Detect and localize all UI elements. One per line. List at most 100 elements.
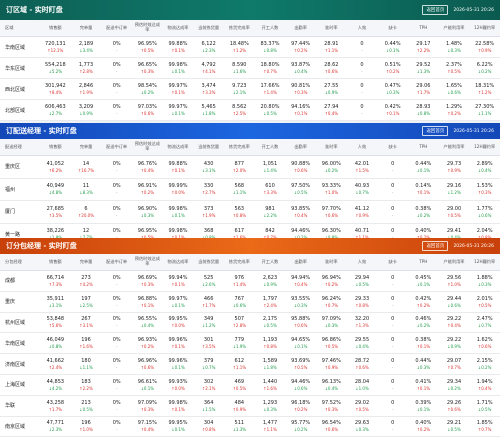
cell: 0-	[346, 58, 378, 79]
value: 29.22	[446, 337, 462, 344]
delta: ↑0.4%	[293, 212, 308, 218]
delta: ↑0.5%	[477, 302, 492, 308]
delta: ↑0.6%	[324, 427, 339, 433]
cell: 0.38% ↓0.2%	[407, 201, 439, 224]
delta: ↑2.2%	[416, 48, 431, 53]
value: 6.22%	[476, 62, 493, 68]
delta: ↑0.1%	[171, 406, 185, 412]
delta: ↓0.1%	[293, 344, 308, 350]
cell: 0%-	[101, 201, 132, 224]
cell: 27.55 ↓0.9%	[315, 79, 347, 100]
cell: 99.95% ↓0.1%	[162, 417, 194, 437]
delta: ↓0.1%	[140, 385, 155, 391]
delta: ↑0.7%	[263, 69, 277, 74]
delta: ↑3.5%	[48, 212, 63, 218]
value: 6,122	[201, 41, 216, 47]
delta: ↑12.1%	[47, 48, 64, 53]
cell: 93.69% ↑0.5%	[285, 354, 316, 375]
delta: ↓0.7%	[201, 365, 216, 371]
value: 0%	[112, 205, 121, 212]
cell: 29.21 ↓0.5%	[438, 417, 470, 437]
delta: ↓0.4%	[447, 235, 461, 240]
cell: 99.98% ↓0.1%	[162, 201, 194, 224]
panel-header: 订区域 - 实时盯盘 返回首页 2026-05-31 20:26	[0, 0, 500, 20]
delta: ↑20.0%	[77, 212, 95, 218]
delta: ↑3.3%	[201, 90, 216, 95]
value: 0	[391, 337, 395, 344]
value: 96.69%	[137, 274, 157, 281]
value: 83.37%	[260, 41, 280, 47]
cell: 267 ↑3.1%	[70, 313, 102, 334]
value: 28.72	[354, 358, 370, 365]
value: 99.98%	[168, 228, 188, 235]
delta: ↓1.1%	[232, 190, 247, 196]
value: 0.47%	[384, 83, 401, 89]
value: 96.90%	[137, 205, 157, 212]
delta: ↑0.8%	[263, 344, 277, 350]
delta: ↑0.1%	[385, 111, 400, 116]
cell: 0%-	[101, 271, 132, 292]
delta: ↓0.8%	[48, 344, 63, 350]
delta: ↓0.1%	[171, 427, 185, 433]
delta: -	[115, 111, 118, 116]
value: 29.44	[446, 295, 462, 302]
home-button[interactable]: 返回首页	[422, 241, 449, 251]
delta: ↓0.1%	[171, 365, 185, 371]
delta: ↑5.6%	[48, 323, 63, 329]
cell: 29.22 ↑0.4%	[438, 313, 470, 334]
cell: 95.77% ↓0.2%	[285, 417, 316, 437]
cell: 96.61% ↓0.1%	[131, 375, 163, 396]
value: 96.65%	[137, 62, 157, 68]
value: 96.61%	[137, 378, 157, 385]
delta: ↑0.6%	[140, 111, 155, 116]
value: 568	[234, 183, 245, 190]
value: 1.53%	[476, 183, 493, 190]
value: 94.16%	[291, 104, 311, 110]
delta: ↓0.2%	[293, 427, 308, 433]
delta: ↑0.1%	[416, 385, 431, 391]
value: 2,175	[262, 316, 278, 323]
value: 96.13%	[321, 378, 341, 385]
delta: ↓1.6%	[232, 69, 247, 74]
value: 612	[234, 358, 245, 365]
cell: 96.91% ↑0.2%	[131, 179, 163, 201]
cell: 3,209 ↓0.9%	[70, 100, 102, 121]
row-name: 重庆区	[0, 156, 40, 179]
delta: ↑0.2%	[416, 302, 431, 308]
cell: 28.93 ↓0.8%	[407, 100, 439, 121]
value: 1.85%	[476, 420, 493, 427]
delta: ↑2.7%	[201, 190, 216, 196]
delta: -	[391, 385, 394, 391]
home-button[interactable]: 返回首页	[422, 126, 449, 136]
cell: 0%-	[101, 354, 132, 375]
cell: 96.90% ↓0.3%	[131, 201, 163, 224]
panel-header: 订分包经理 - 实时盯盘 返回首页 2026-05-31 20:26	[0, 238, 500, 254]
delta: ↑0.3%	[140, 281, 155, 287]
cell: 46,049 ↓0.8%	[40, 333, 71, 355]
cell: 99.88% ↑0.1%	[162, 37, 194, 58]
cell: 1,797 ↑2.4%	[254, 292, 286, 313]
cell: 28.62 ↑0.6%	[315, 58, 347, 79]
value: 197	[81, 295, 91, 302]
cell: 29.55 ↓0.4%	[346, 333, 378, 355]
value: 0%	[112, 337, 121, 344]
cell: 1,589 ↓1.8%	[254, 354, 286, 375]
home-button[interactable]: 返回首页	[422, 5, 449, 15]
cell: 35,911 ↓3.1%	[40, 292, 71, 313]
cell: 877 ↑2.0%	[223, 156, 255, 179]
value: 96.18%	[291, 399, 311, 406]
cell: 96.95%↑0.5%	[131, 37, 163, 58]
cell: 29.63 ↓0.3%	[346, 417, 378, 437]
delta: ↓2.2%	[263, 212, 277, 218]
value: 0.38%	[415, 337, 432, 344]
value: 1.88%	[476, 274, 493, 281]
delta: ↓2.3%	[48, 427, 63, 433]
delta: ↑1.1%	[355, 235, 369, 240]
cell: 1.94% ↑0.4%	[469, 375, 500, 396]
cell: 1.62% ↑0.6%	[469, 333, 500, 355]
cell: 0%-	[101, 37, 132, 58]
cell: 0.38% ↑0.1%	[407, 333, 439, 355]
panel: 订分包经理 - 实时盯盘 返回首页 2026-05-31 20:26 分包经理 销售额完…	[0, 238, 500, 437]
cell: 0.47% ↓0.3%	[377, 79, 408, 100]
cell: 0.42% ↑0.1%	[377, 100, 408, 121]
